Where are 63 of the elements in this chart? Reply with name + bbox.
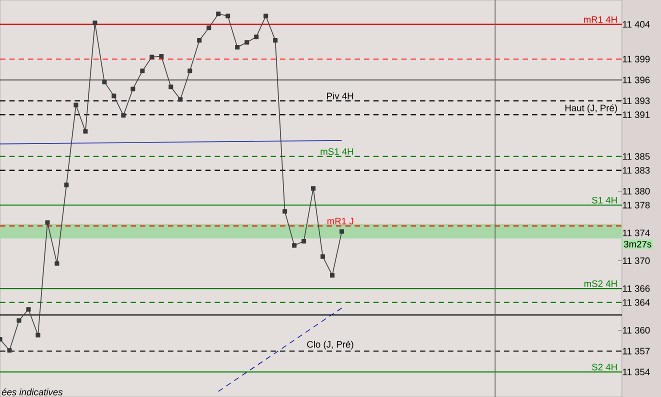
y-tick-label: 11 404 [622,21,650,28]
y-tick-label: 11 380 [622,188,650,194]
ref-line-label: Clo (J, Pré) [307,340,354,350]
y-tick-label: 11 399 [622,56,650,62]
point [159,54,164,59]
y-tick-label: 11 360 [622,326,650,334]
ref-line-label: Haut (J, Pré) [565,104,617,114]
point [16,318,22,323]
point [188,68,192,74]
ref-line-label: S1 4H [592,196,617,204]
point [320,254,326,259]
y-tick-label: 11 370 [622,257,650,264]
y-tick-label: 11 391 [622,111,650,118]
point [64,182,69,188]
point [102,80,107,84]
point [273,38,278,43]
point [130,86,136,92]
point [45,220,50,225]
point [330,273,335,278]
point [178,97,183,102]
point [282,209,288,214]
point [254,34,259,40]
point [112,94,116,98]
point [74,102,78,108]
point [244,40,250,45]
ref-line-label: Piv 4H [327,92,354,100]
point [264,14,268,18]
y-tick-label: 11 383 [622,167,650,174]
point [197,38,202,43]
point [216,12,221,16]
y-tick-label: 11 385 [622,153,650,160]
point [140,68,145,74]
annotation: ées indicatives [2,388,63,396]
point [36,332,40,338]
ref-line-label: S2 4H [592,364,617,370]
ref-line-label: mR1 J [327,218,354,224]
point [83,129,88,134]
y-tick-label: 11 393 [622,98,650,104]
y-tick-label: 11 357 [622,348,650,354]
ref-line-label: mR1 4H [584,16,617,23]
y-tick-label: 11 378 [622,202,650,208]
ref-line-label: mS2 4H [584,280,617,287]
point [235,45,240,50]
point [292,243,297,248]
point [302,238,306,244]
point [121,113,126,118]
point [7,348,12,353]
point [150,54,154,60]
y-tick-label: 11 354 [622,368,650,376]
point [226,14,230,18]
point [168,84,174,90]
point [339,229,344,234]
point [26,307,31,312]
point [206,26,212,30]
point [92,20,98,26]
y-tick-label: 11 364 [622,299,650,306]
ref-line-label: mS1 4H [320,148,354,155]
text: 3m27s [624,240,652,248]
point [311,186,316,191]
point [54,261,60,266]
y-tick-label: 11 366 [622,285,650,292]
y-tick-label: 11 396 [622,76,650,84]
y-tick-label: 11 374 [622,230,650,236]
